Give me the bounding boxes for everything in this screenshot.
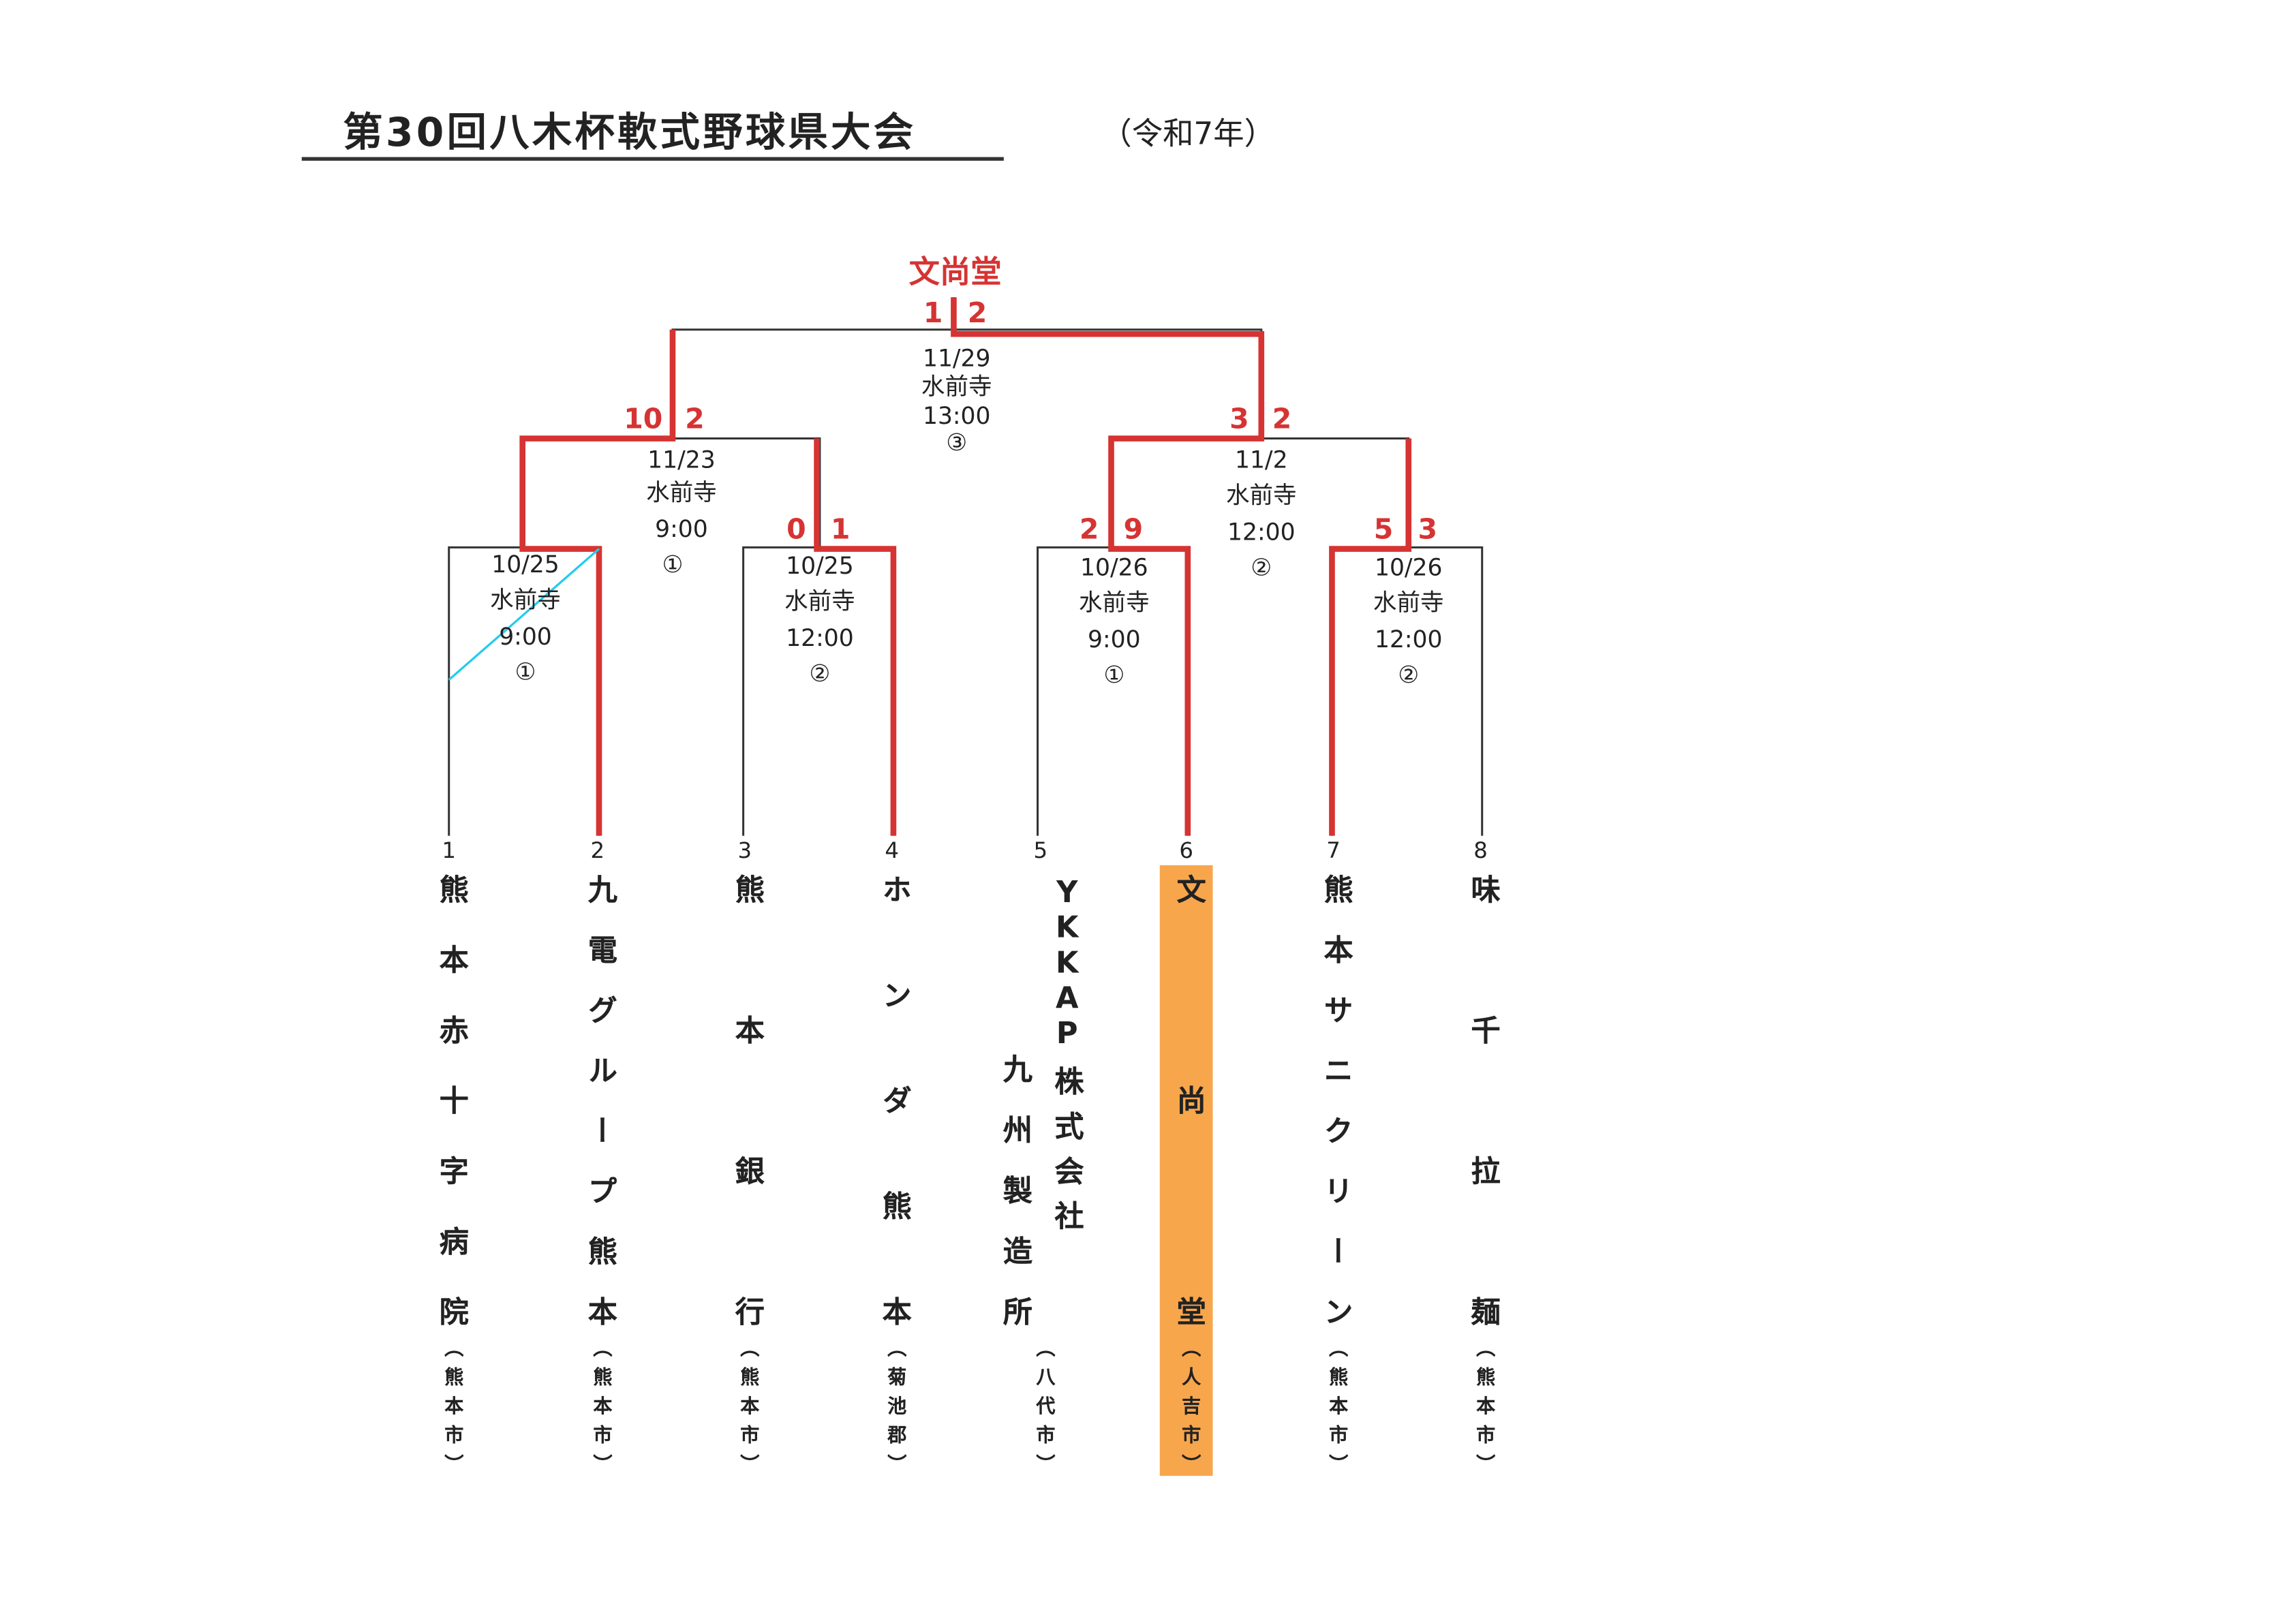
match-time: 12:00 bbox=[1227, 519, 1296, 546]
team-name: 熊本サニクリーン bbox=[1319, 874, 1354, 1326]
match-venue: 水前寺 bbox=[1079, 589, 1150, 617]
score-right: 1 bbox=[831, 512, 851, 545]
score-left: 0 bbox=[786, 512, 806, 545]
match-semi2: 11/2 水前寺 12:00 ② 3 2 bbox=[1226, 402, 1297, 581]
team-number: 7 bbox=[1326, 837, 1341, 863]
bracket-lines bbox=[448, 297, 1484, 836]
score-right: 2 bbox=[1272, 402, 1292, 435]
match-time: 9:00 bbox=[499, 623, 552, 651]
winner-path bbox=[519, 329, 676, 836]
score-left: 2 bbox=[1080, 512, 1099, 545]
match-qf2: 10/25 水前寺 12:00 ② 0 1 bbox=[784, 512, 855, 687]
match-field: ② bbox=[1251, 554, 1272, 581]
match-time: 12:00 bbox=[1375, 626, 1443, 653]
match-semi1: 11/23 水前寺 9:00 ① 10 2 bbox=[624, 402, 717, 578]
match-date: 11/29 bbox=[923, 345, 991, 373]
match-time: 12:00 bbox=[786, 625, 854, 652]
team-name: 九電グループ熊本 bbox=[583, 874, 619, 1326]
team-name: 味千拉麺 bbox=[1465, 874, 1501, 1326]
match-venue: 水前寺 bbox=[921, 373, 992, 401]
team-name: ホンダ熊本 bbox=[877, 874, 913, 1326]
team-number: 5 bbox=[1034, 837, 1048, 863]
match-field: ② bbox=[1398, 662, 1419, 689]
match-date: 10/26 bbox=[1080, 554, 1148, 581]
team-city: （熊本市） bbox=[588, 1338, 611, 1473]
match-field: ① bbox=[662, 551, 683, 578]
match-venue: 水前寺 bbox=[1226, 482, 1297, 510]
match-field: ① bbox=[1103, 662, 1124, 689]
match-time: 9:00 bbox=[1088, 626, 1141, 653]
team-name: 文尚堂 bbox=[1172, 874, 1207, 1326]
match-date: 10/26 bbox=[1375, 554, 1443, 581]
match-qf1: 10/25 水前寺 9:00 ① bbox=[490, 551, 561, 686]
score-left: 5 bbox=[1374, 512, 1394, 545]
score-left: 3 bbox=[1229, 402, 1249, 435]
team-city: （人吉市） bbox=[1177, 1338, 1200, 1473]
match-field: ② bbox=[809, 660, 830, 687]
year-note: （令和7年） bbox=[1101, 116, 1275, 152]
team-number: 8 bbox=[1473, 837, 1488, 863]
match-venue: 水前寺 bbox=[646, 479, 717, 506]
team-number: 4 bbox=[885, 837, 899, 863]
team-city: （菊池郡） bbox=[883, 1338, 906, 1473]
match-field: ① bbox=[515, 659, 536, 686]
score-left: 10 bbox=[624, 402, 662, 435]
match-date: 10/25 bbox=[491, 551, 560, 578]
page-title: 第30回八木杯軟式野球県大会 bbox=[343, 109, 916, 155]
team-name: 熊本赤十字病院 bbox=[434, 874, 470, 1326]
match-qf4: 10/26 水前寺 12:00 ② 5 3 bbox=[1373, 512, 1444, 689]
match-field: ③ bbox=[946, 429, 967, 457]
team-city: （熊本市） bbox=[735, 1338, 759, 1473]
team-number: 2 bbox=[591, 837, 605, 863]
winner-path bbox=[951, 297, 1265, 836]
score-right: 9 bbox=[1124, 512, 1144, 545]
score-right: 2 bbox=[685, 402, 705, 435]
score-right: 2 bbox=[968, 296, 988, 329]
team-numbers: 1 2 3 4 5 6 7 8 bbox=[442, 837, 1487, 863]
match-venue: 水前寺 bbox=[784, 588, 855, 615]
match-time: 13:00 bbox=[923, 403, 991, 430]
team-number: 3 bbox=[737, 837, 752, 863]
team-city: （熊本市） bbox=[440, 1338, 463, 1473]
winner-path bbox=[1329, 438, 1412, 836]
match-venue: 水前寺 bbox=[490, 587, 561, 614]
team-number: 6 bbox=[1179, 837, 1193, 863]
match-qf3: 10/26 水前寺 9:00 ① 2 9 bbox=[1079, 512, 1150, 689]
match-venue: 水前寺 bbox=[1373, 589, 1444, 617]
team-name-line2: 九州製造所 bbox=[998, 1053, 1034, 1326]
score-left: 1 bbox=[923, 296, 943, 329]
match-date: 10/25 bbox=[786, 553, 854, 580]
champion-highlight bbox=[1159, 865, 1213, 1477]
champion-label: 文尚堂 bbox=[909, 254, 1002, 290]
team-city: （熊本市） bbox=[1471, 1338, 1494, 1473]
match-date: 11/23 bbox=[647, 447, 716, 474]
team-city: （熊本市） bbox=[1324, 1338, 1347, 1473]
team-number: 1 bbox=[442, 837, 456, 863]
team-city: （八代市） bbox=[1031, 1338, 1054, 1473]
match-time: 9:00 bbox=[655, 516, 708, 543]
team-name: YKKAP株式会社 bbox=[1049, 874, 1085, 1231]
annotation-line bbox=[448, 548, 600, 681]
winner-path bbox=[814, 438, 897, 836]
team-name: 熊本銀行 bbox=[730, 874, 765, 1326]
match-date: 11/2 bbox=[1235, 447, 1288, 474]
score-right: 3 bbox=[1418, 512, 1438, 545]
